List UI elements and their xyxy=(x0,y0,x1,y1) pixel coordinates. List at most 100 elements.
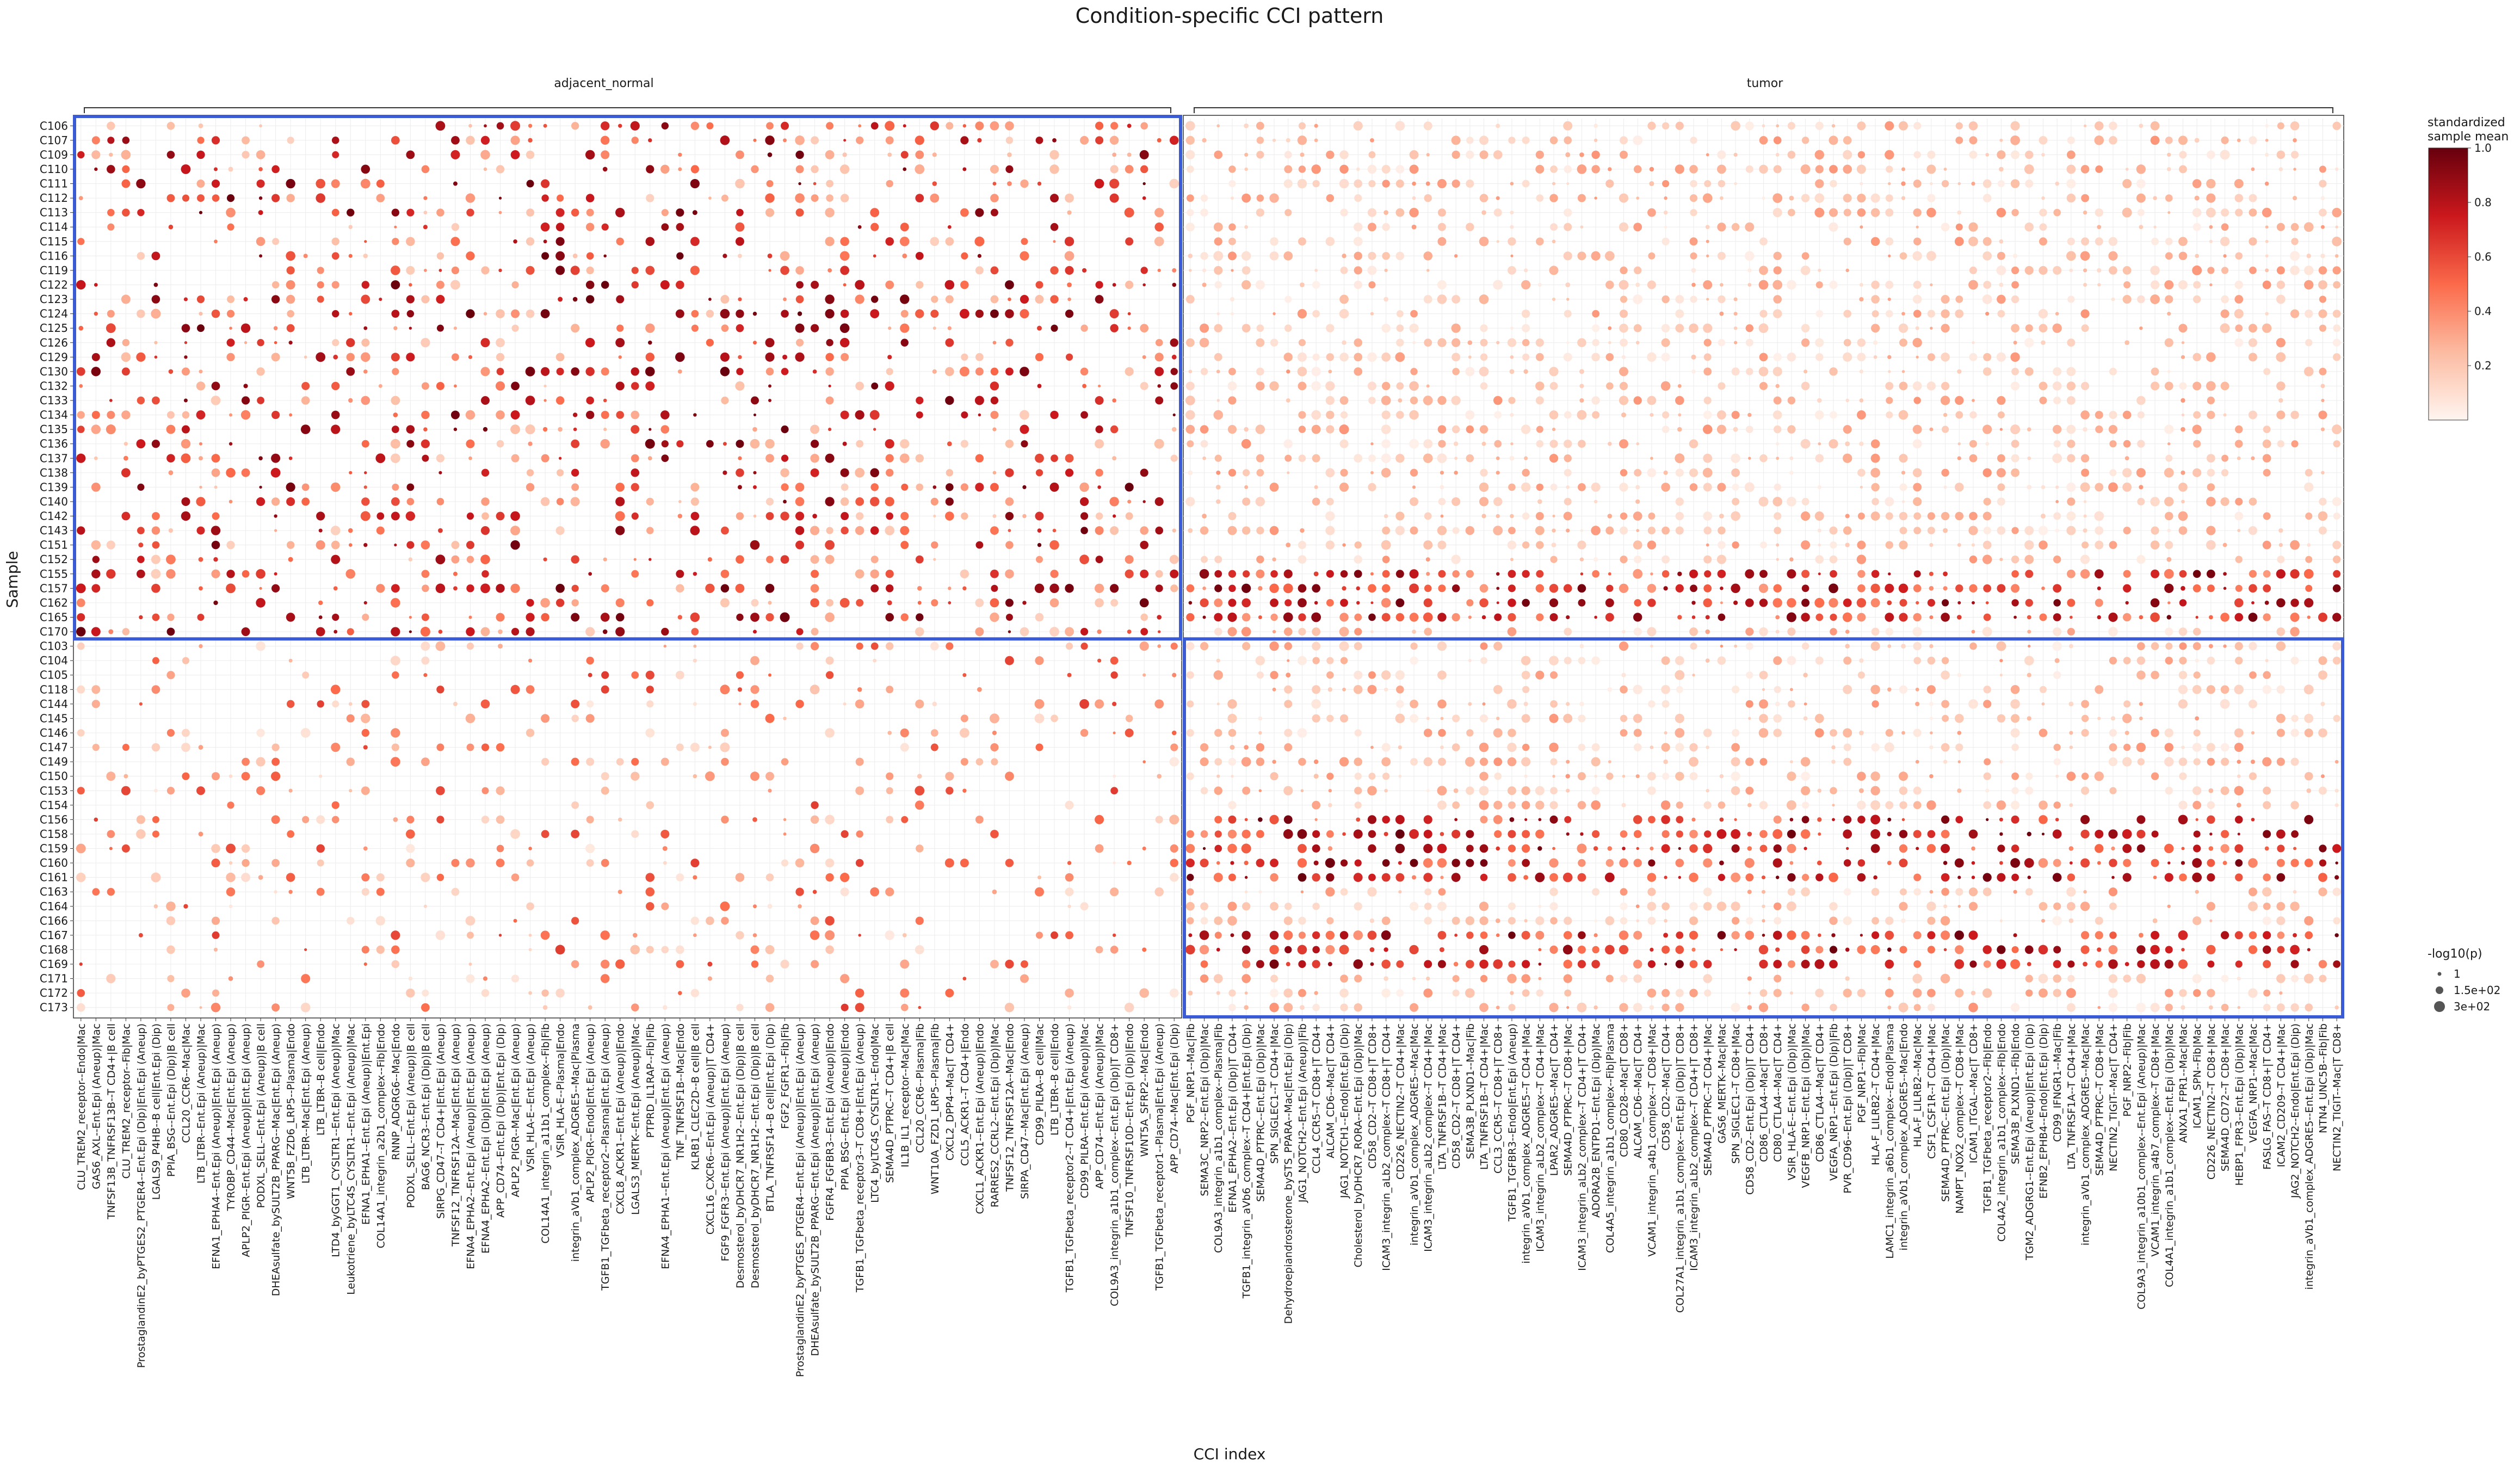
dot-point xyxy=(1578,194,1586,202)
dot-point xyxy=(1913,483,1922,491)
dot-point xyxy=(2151,381,2159,390)
dot-point xyxy=(392,368,399,375)
dot-point xyxy=(1187,874,1194,881)
dot-point xyxy=(1899,902,1907,911)
dot-point xyxy=(2321,471,2325,475)
dot-point xyxy=(1943,528,1948,533)
dot-point xyxy=(855,468,864,478)
dot-point xyxy=(2277,946,2284,954)
dot-point xyxy=(1857,164,1866,174)
dot-point xyxy=(690,266,700,275)
dot-point xyxy=(1706,745,1709,749)
dot-point xyxy=(1228,381,1237,391)
dot-point xyxy=(1885,150,1894,159)
dot-point xyxy=(676,440,683,447)
dot-point xyxy=(1283,930,1293,940)
dot-point xyxy=(197,324,205,332)
dot-point xyxy=(1634,859,1642,867)
dot-point xyxy=(1549,194,1558,202)
dot-point xyxy=(2304,569,2314,579)
dot-point xyxy=(798,311,802,316)
dot-point xyxy=(1983,180,1992,188)
dot-point xyxy=(1382,816,1390,824)
dot-point xyxy=(857,687,862,692)
dot-point xyxy=(1550,137,1558,144)
dot-point xyxy=(1201,917,1208,924)
dot-point xyxy=(391,280,400,289)
dot-point xyxy=(1759,310,1767,318)
dot-point xyxy=(2011,801,2019,810)
dot-point xyxy=(631,382,639,390)
y-tick-label: C171 xyxy=(40,972,68,985)
dot-point xyxy=(948,326,952,330)
dot-point xyxy=(616,598,625,607)
dot-point xyxy=(2039,382,2048,391)
dot-point xyxy=(945,396,954,405)
dot-point xyxy=(2251,760,2255,764)
dot-point xyxy=(1522,513,1529,520)
dot-point xyxy=(1913,513,1921,520)
dot-point xyxy=(1438,758,1446,766)
dot-point xyxy=(1270,989,1278,997)
dot-point xyxy=(646,498,654,505)
dot-point xyxy=(1140,122,1148,129)
dot-point xyxy=(1325,511,1335,521)
dot-point xyxy=(885,439,894,448)
dot-point xyxy=(1424,830,1432,838)
dot-point xyxy=(1984,960,1991,968)
dot-point xyxy=(1899,323,1908,332)
dot-point xyxy=(2165,729,2173,737)
dot-point xyxy=(2262,887,2271,897)
dot-point xyxy=(2206,945,2215,954)
dot-point xyxy=(1272,558,1276,561)
dot-point xyxy=(1689,468,1698,477)
dot-point xyxy=(2011,295,2019,303)
dot-point xyxy=(1110,324,1118,332)
dot-point xyxy=(1620,686,1628,694)
dot-point xyxy=(1423,453,1433,463)
dot-point xyxy=(2055,529,2059,533)
dot-point xyxy=(2094,511,2104,521)
dot-point xyxy=(1913,295,1922,304)
dot-point xyxy=(543,239,547,243)
dot-point xyxy=(901,310,909,318)
dot-point xyxy=(406,440,414,448)
dot-point xyxy=(1578,946,1586,954)
dot-point xyxy=(363,543,367,547)
dot-point xyxy=(753,933,757,937)
dot-point xyxy=(92,353,100,361)
dot-point xyxy=(1066,643,1073,650)
dot-point xyxy=(108,630,113,634)
dot-point xyxy=(648,558,651,561)
dot-point xyxy=(2080,830,2089,838)
dot-point xyxy=(1256,151,1264,158)
dot-point xyxy=(1549,873,1558,882)
dot-point xyxy=(1339,989,1349,998)
dot-point xyxy=(2053,946,2061,953)
dot-point xyxy=(2166,557,2171,562)
dot-point xyxy=(1606,975,1614,983)
dot-point xyxy=(1536,397,1544,405)
dot-point xyxy=(1745,223,1754,232)
dot-point xyxy=(1913,729,1922,737)
dot-point xyxy=(1228,526,1237,535)
dot-point xyxy=(1858,859,1866,867)
dot-point xyxy=(2053,960,2061,968)
dot-point xyxy=(2223,543,2227,547)
dot-point xyxy=(856,859,864,867)
dot-point xyxy=(1186,859,1195,867)
dot-point xyxy=(2109,787,2116,794)
dot-point xyxy=(1647,396,1657,405)
dot-point xyxy=(1524,775,1528,778)
dot-point xyxy=(1969,556,1977,563)
dot-point xyxy=(751,960,759,968)
dot-point xyxy=(2083,427,2087,432)
dot-point xyxy=(2137,844,2145,853)
dot-point xyxy=(960,859,969,867)
dot-point xyxy=(753,341,757,344)
dot-point xyxy=(2179,382,2187,390)
dot-point xyxy=(783,832,787,836)
dot-point xyxy=(181,164,191,174)
dot-point xyxy=(1997,310,2005,318)
dot-point xyxy=(1452,859,1460,867)
